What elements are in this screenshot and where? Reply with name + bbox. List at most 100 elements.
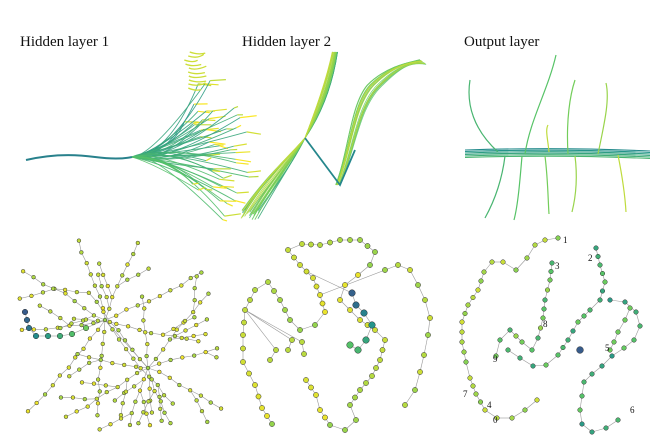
hidden-layer-2-graph: [240, 237, 433, 433]
graph-node: [105, 283, 110, 289]
graph-node: [145, 341, 150, 347]
trajectory-arm: [484, 155, 506, 219]
graph-node: [637, 323, 643, 329]
graph-node: [157, 361, 162, 366]
trajectory-tip: [248, 175, 259, 178]
output-layer-trajectory-bundle: [464, 54, 651, 221]
graph-node: [357, 237, 363, 243]
trajectory-tip: [236, 124, 242, 129]
title-output-layer: Output layer: [464, 34, 539, 50]
trajectory-strand: [241, 51, 334, 211]
graph-node: [347, 402, 353, 408]
graph-node: [470, 294, 476, 301]
graph-edge: [419, 354, 425, 373]
graph-node: [97, 261, 102, 266]
graph-node: [112, 398, 117, 403]
graph-node: [277, 297, 283, 303]
graph-node: [184, 336, 189, 341]
graph-node: [581, 313, 587, 319]
graph-node: [168, 421, 173, 426]
graph-node: [342, 427, 348, 433]
graph-node: [157, 369, 162, 375]
graph-node: [91, 313, 97, 318]
graph-node: [505, 347, 511, 353]
trajectory-tip: [204, 83, 219, 86]
graph-node: [615, 329, 621, 335]
graph-node: [56, 332, 64, 340]
graph-node: [412, 387, 418, 393]
graph-node: [147, 386, 152, 391]
trajectory-strand: [244, 51, 334, 211]
graph-node: [133, 364, 139, 369]
trajectory-strand: [251, 51, 337, 220]
graph-node: [587, 307, 593, 313]
graph-node: [477, 399, 484, 405]
graph-node: [379, 347, 386, 353]
digit-label-8: 8: [543, 319, 548, 329]
graph-node: [282, 307, 288, 313]
graph-node: [482, 407, 488, 413]
graph-node: [352, 394, 358, 401]
graph-node: [191, 309, 196, 315]
graph-node: [180, 355, 185, 360]
digit-label-2: 2: [588, 253, 593, 263]
graph-node: [62, 287, 68, 293]
graph-node: [269, 421, 275, 427]
graph-node: [158, 406, 163, 412]
graph-node: [158, 399, 163, 404]
graph-node: [463, 359, 469, 365]
graph-node: [123, 346, 129, 352]
graph-node: [183, 328, 188, 333]
graph-node: [79, 322, 84, 328]
graph-node: [120, 273, 125, 278]
graph-node: [135, 303, 140, 308]
graph-node: [157, 394, 162, 400]
graph-node: [214, 346, 220, 351]
graph-node: [192, 353, 197, 358]
graph-node: [631, 337, 637, 343]
title-hidden-layer-1: Hidden layer 1: [20, 34, 109, 50]
graph-node: [97, 389, 102, 394]
graph-node: [74, 289, 80, 295]
graph-node: [622, 299, 628, 305]
trajectory-stem: [25, 154, 133, 161]
graph-node: [116, 328, 121, 333]
graph-node: [125, 262, 130, 267]
trajectory-arm: [546, 124, 550, 153]
trajectory-tip: [197, 110, 210, 114]
graph-node: [120, 401, 125, 406]
graph-node: [589, 371, 595, 377]
graph-node: [25, 409, 31, 414]
graph-node: [522, 407, 528, 413]
graph-node: [285, 347, 291, 353]
graph-node: [63, 291, 68, 296]
graph-node: [337, 297, 343, 303]
graph-node: [313, 283, 320, 290]
graph-node: [597, 297, 603, 303]
graph-node: [560, 344, 566, 351]
trajectory-tip: [212, 186, 227, 189]
graph-edge: [427, 317, 431, 336]
graph-node: [123, 389, 129, 394]
digit-label-4: 4: [487, 400, 492, 410]
graph-node: [43, 327, 49, 332]
graph-node: [83, 317, 89, 322]
graph-node: [607, 347, 613, 353]
graph-node: [95, 377, 101, 382]
graph-node: [66, 365, 71, 370]
graph-node: [532, 242, 538, 248]
graph-node: [607, 297, 613, 303]
trajectory-tip: [205, 188, 213, 191]
graph-node: [240, 332, 246, 338]
trajectory-spine: [464, 148, 651, 152]
graph-edge: [244, 309, 293, 341]
graph-node: [347, 237, 353, 243]
graph-node: [609, 353, 615, 359]
graph-edge: [85, 319, 106, 329]
graph-node: [289, 337, 295, 343]
graph-node: [139, 294, 145, 299]
graph-node: [81, 346, 86, 351]
graph-node: [79, 380, 85, 385]
trajectory-tip: [205, 157, 212, 162]
